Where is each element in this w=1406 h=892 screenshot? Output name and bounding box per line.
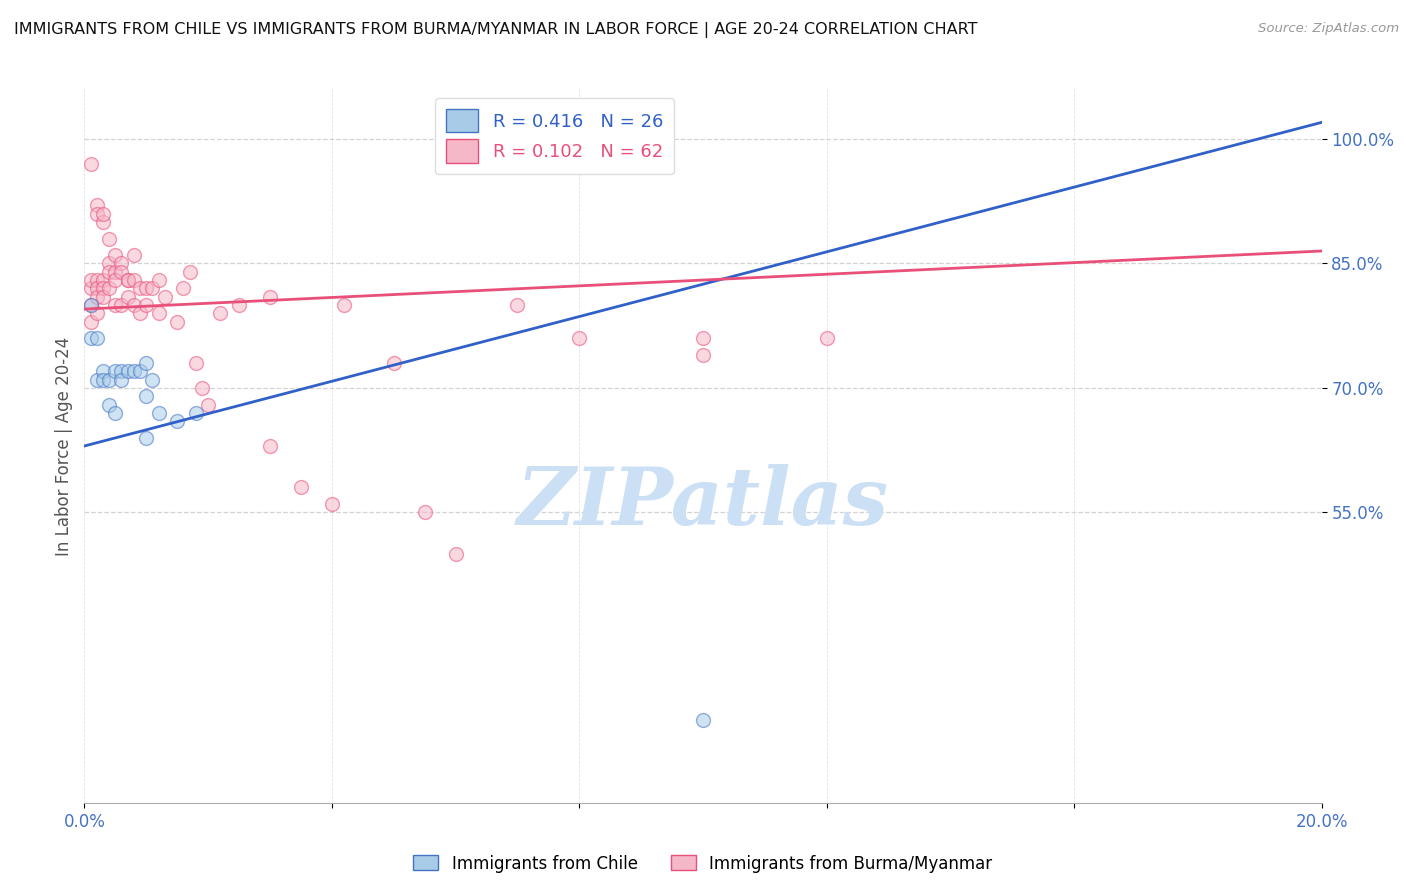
Point <box>259 290 281 304</box>
Point <box>79 331 101 345</box>
Point <box>98 373 121 387</box>
Point <box>135 389 157 403</box>
Point <box>184 406 207 420</box>
Point <box>122 364 145 378</box>
Point <box>184 356 207 370</box>
Point <box>117 364 139 378</box>
Legend: R = 0.416   N = 26, R = 0.102   N = 62: R = 0.416 N = 26, R = 0.102 N = 62 <box>434 98 673 174</box>
Point <box>692 348 714 362</box>
Point <box>135 431 157 445</box>
Point <box>79 314 101 328</box>
Point <box>148 406 170 420</box>
Point <box>86 373 108 387</box>
Point <box>568 331 591 345</box>
Point <box>86 290 108 304</box>
Point <box>179 265 201 279</box>
Point <box>692 713 714 727</box>
Point <box>86 198 108 212</box>
Point <box>321 497 343 511</box>
Point <box>815 331 838 345</box>
Point <box>129 364 152 378</box>
Point <box>209 306 232 320</box>
Point <box>91 364 114 378</box>
Y-axis label: In Labor Force | Age 20-24: In Labor Force | Age 20-24 <box>55 336 73 556</box>
Point <box>333 298 356 312</box>
Point <box>135 356 157 370</box>
Point <box>117 273 139 287</box>
Text: IMMIGRANTS FROM CHILE VS IMMIGRANTS FROM BURMA/MYANMAR IN LABOR FORCE | AGE 20-2: IMMIGRANTS FROM CHILE VS IMMIGRANTS FROM… <box>14 22 977 38</box>
Point <box>104 248 127 262</box>
Point <box>135 298 157 312</box>
Text: ZIPatlas: ZIPatlas <box>517 465 889 541</box>
Point <box>79 157 101 171</box>
Point <box>141 281 163 295</box>
Point <box>475 157 498 171</box>
Point <box>98 265 121 279</box>
Point <box>104 406 127 420</box>
Point <box>98 281 121 295</box>
Point <box>475 157 498 171</box>
Point <box>104 273 127 287</box>
Point <box>191 381 214 395</box>
Point <box>104 364 127 378</box>
Point <box>91 373 114 387</box>
Point <box>86 331 108 345</box>
Point <box>110 364 132 378</box>
Point <box>91 207 114 221</box>
Point <box>98 397 121 411</box>
Point <box>86 207 108 221</box>
Point <box>91 215 114 229</box>
Point <box>444 547 467 561</box>
Point <box>413 505 436 519</box>
Point <box>110 373 132 387</box>
Point <box>129 306 152 320</box>
Point <box>117 290 139 304</box>
Point <box>153 290 176 304</box>
Point <box>148 273 170 287</box>
Point <box>79 273 101 287</box>
Point <box>104 265 127 279</box>
Point <box>506 298 529 312</box>
Point <box>79 298 101 312</box>
Point <box>290 481 312 495</box>
Point <box>148 306 170 320</box>
Point <box>117 273 139 287</box>
Point <box>259 439 281 453</box>
Point <box>91 290 114 304</box>
Point <box>98 231 121 245</box>
Point <box>382 356 405 370</box>
Point <box>110 256 132 270</box>
Point <box>172 281 194 295</box>
Point <box>122 273 145 287</box>
Point <box>98 256 121 270</box>
Point <box>86 273 108 287</box>
Text: Source: ZipAtlas.com: Source: ZipAtlas.com <box>1258 22 1399 36</box>
Point <box>79 298 101 312</box>
Point <box>129 281 152 295</box>
Point <box>166 314 188 328</box>
Point <box>228 298 250 312</box>
Point <box>79 281 101 295</box>
Point <box>135 281 157 295</box>
Point <box>122 298 145 312</box>
Point <box>141 373 163 387</box>
Point <box>692 331 714 345</box>
Point <box>475 157 498 171</box>
Point <box>104 298 127 312</box>
Point <box>166 414 188 428</box>
Point <box>110 265 132 279</box>
Point <box>197 397 219 411</box>
Point <box>91 273 114 287</box>
Point <box>91 281 114 295</box>
Legend: Immigrants from Chile, Immigrants from Burma/Myanmar: Immigrants from Chile, Immigrants from B… <box>406 848 1000 880</box>
Point <box>110 298 132 312</box>
Point <box>86 281 108 295</box>
Point <box>86 306 108 320</box>
Point <box>122 248 145 262</box>
